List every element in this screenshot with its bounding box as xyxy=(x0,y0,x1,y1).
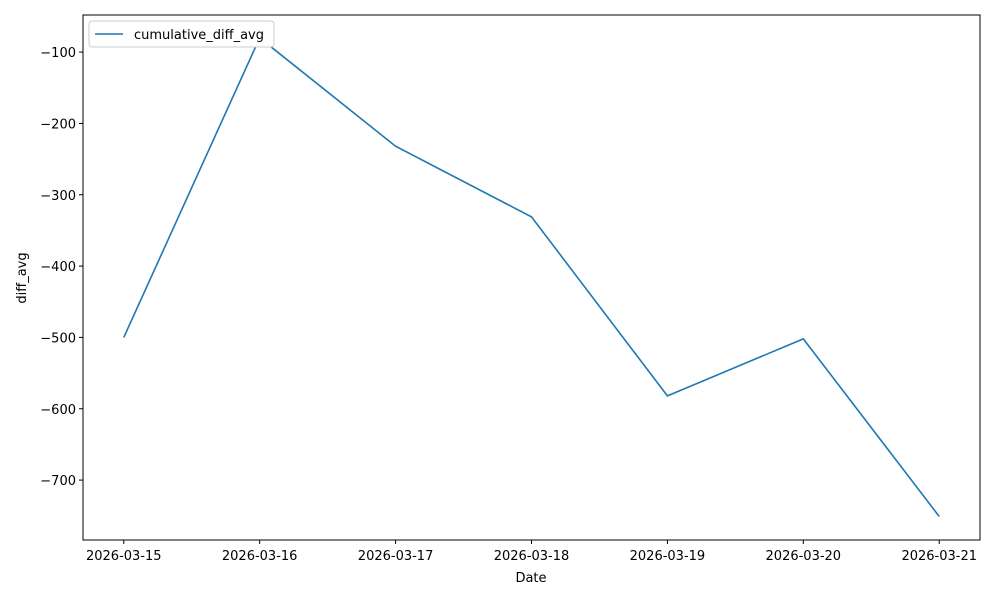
y-tick-label: −500 xyxy=(40,331,76,346)
x-tick-label: 2026-03-19 xyxy=(630,549,706,564)
x-tick-label: 2026-03-18 xyxy=(494,549,570,564)
y-tick-label: −300 xyxy=(40,189,76,204)
legend-label: cumulative_diff_avg xyxy=(134,28,264,43)
x-tick-label: 2026-03-16 xyxy=(222,549,298,564)
x-tick-label: 2026-03-21 xyxy=(901,549,977,564)
legend-box xyxy=(88,20,275,48)
data-line xyxy=(123,36,940,517)
plot-frame xyxy=(82,14,981,541)
x-tick-label: 2026-03-15 xyxy=(86,549,162,564)
y-axis-label: diff_avg xyxy=(15,252,30,303)
y-tick-label: −600 xyxy=(40,403,76,418)
x-axis-label: Date xyxy=(515,571,546,586)
x-tick-label: 2026-03-17 xyxy=(358,549,434,564)
y-tick-label: −100 xyxy=(40,46,76,61)
y-tick-label: −700 xyxy=(40,474,76,489)
y-tick-label: −200 xyxy=(40,117,76,132)
y-tick-label: −400 xyxy=(40,260,76,275)
x-tick-label: 2026-03-20 xyxy=(766,549,842,564)
